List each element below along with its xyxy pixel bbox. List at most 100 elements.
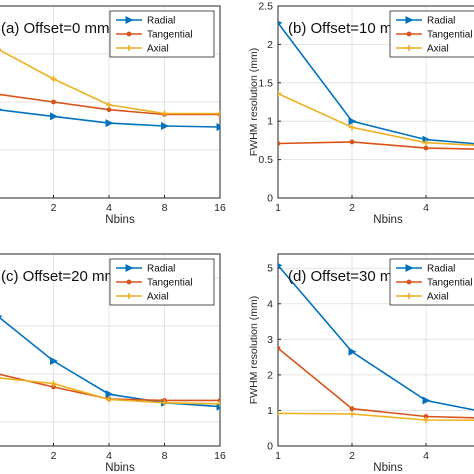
series-line-axial	[278, 92, 474, 146]
panel-title: (d) Offset=30 mm	[288, 268, 405, 285]
data-point-radial	[105, 119, 114, 128]
data-point-radial	[422, 396, 431, 405]
data-point-axial	[217, 110, 220, 117]
y-tick-label: 3	[267, 334, 273, 346]
data-point-radial	[278, 263, 283, 268]
y-tick-label: 1.5	[258, 77, 273, 89]
data-point-radial	[50, 357, 58, 366]
legend-box	[389, 10, 474, 58]
chart-panel-1: 2 4 8 16 Nbins (a) Offset=0 mm Radial Tangentia…	[0, 5, 226, 226]
legend-label-radial: Radial	[147, 16, 175, 27]
panel-title: (c) Offset=20 mm	[1, 268, 117, 285]
data-point-radial	[50, 112, 58, 121]
x-tick-label: 4	[106, 450, 112, 462]
x-tick-label: 8	[162, 450, 168, 462]
legend-marker-radial	[405, 16, 414, 24]
y-tick-label: 1	[267, 116, 273, 128]
y-tick-label: 2	[267, 369, 273, 381]
data-point-tangential	[423, 145, 429, 151]
data-point-radial	[278, 20, 283, 26]
axes-box	[277, 5, 474, 199]
panel-title: (b) Offset=10 mm	[288, 20, 405, 37]
x-tick-label: 4	[423, 450, 429, 462]
data-point-tangential	[51, 384, 56, 390]
x-tick-label: 2	[51, 202, 57, 214]
legend-marker-tangential	[126, 31, 132, 37]
panel-title: (a) Offset=0 mm	[1, 20, 110, 37]
data-point-radial	[216, 122, 220, 131]
x-tick-label: 2	[349, 450, 355, 462]
y-tick-label: 2.5	[258, 1, 273, 13]
y-axis-label: FWHM resolution (mm)	[248, 48, 260, 157]
x-tick-label: 2	[51, 450, 57, 462]
data-point-axial	[217, 400, 220, 407]
data-point-tangential	[106, 107, 112, 113]
data-point-axial	[50, 75, 57, 82]
legend-label-axial: Axial	[147, 292, 169, 303]
data-point-tangential	[51, 99, 56, 105]
legend-label-tangential: Tangential	[427, 278, 473, 289]
data-point-axial	[106, 396, 112, 403]
legend-marker-axial	[406, 45, 412, 51]
data-point-axial	[349, 124, 355, 131]
legend-marker-radial	[405, 264, 414, 272]
y-tick-label: 1	[267, 405, 273, 417]
x-axis-label: Nbins	[105, 462, 135, 474]
legend-label-tangential: Tangential	[147, 30, 193, 41]
y-axis-label: FWHM resolution (mm)	[248, 296, 260, 405]
legend-label-tangential: Tangential	[147, 278, 193, 289]
series-line-axial	[278, 412, 474, 422]
data-point-tangential	[278, 141, 281, 146]
series-line-radial	[278, 264, 474, 411]
x-tick-label: 1	[275, 202, 281, 214]
x-tick-label: 8	[162, 202, 168, 214]
data-point-radial	[0, 315, 3, 318]
legend-marker-axial	[126, 293, 132, 299]
data-point-radial	[348, 117, 357, 126]
legend: Radial Tangential Axial	[389, 258, 474, 306]
data-point-radial	[348, 347, 357, 356]
data-point-axial	[161, 399, 168, 406]
legend-label-axial: Axial	[427, 292, 449, 303]
legend-label-axial: Axial	[427, 44, 449, 55]
data-point-radial	[0, 108, 3, 111]
data-point-axial	[50, 380, 57, 387]
data-point-axial	[161, 110, 168, 117]
x-tick-label: 2	[349, 202, 355, 214]
x-tick-label: 16	[214, 450, 226, 462]
data-point-axial	[349, 411, 355, 417]
series-line-tangential	[278, 347, 474, 419]
y-tick-label: 0	[267, 441, 273, 453]
data-point-radial	[216, 402, 220, 411]
legend-label-axial: Axial	[147, 44, 169, 55]
data-point-tangential	[349, 139, 355, 145]
legend-marker-tangential	[406, 279, 412, 285]
chart-panel-4: 1248012345NbinsFWHM resolution (mm)(d) O…	[248, 253, 474, 474]
legend-label-radial: Radial	[147, 264, 175, 275]
x-axis-label: Nbins	[373, 462, 403, 474]
legend-marker-radial	[125, 16, 134, 24]
legend: Radial Tangential Axial	[389, 10, 474, 58]
data-point-axial	[278, 410, 281, 417]
data-point-axial	[106, 101, 112, 108]
data-point-radial	[105, 390, 114, 399]
x-axis-label: Nbins	[105, 214, 135, 226]
data-point-radial	[161, 122, 169, 130]
legend-marker-radial	[125, 264, 134, 272]
y-tick-label: 2	[267, 39, 273, 51]
data-point-tangential	[349, 406, 355, 412]
legend-marker-axial	[406, 293, 412, 299]
y-tick-label: 0.5	[258, 154, 273, 166]
x-axis-label: Nbins	[373, 214, 403, 226]
legend-label-radial: Radial	[427, 264, 455, 275]
legend-marker-tangential	[126, 279, 132, 285]
x-tick-label: 4	[423, 202, 429, 214]
data-point-tangential	[278, 345, 281, 351]
legend-label-radial: Radial	[427, 16, 455, 27]
y-tick-label: 5	[267, 263, 273, 275]
data-point-axial	[423, 139, 429, 146]
data-point-axial	[423, 417, 429, 424]
x-tick-label: 16	[214, 202, 226, 214]
